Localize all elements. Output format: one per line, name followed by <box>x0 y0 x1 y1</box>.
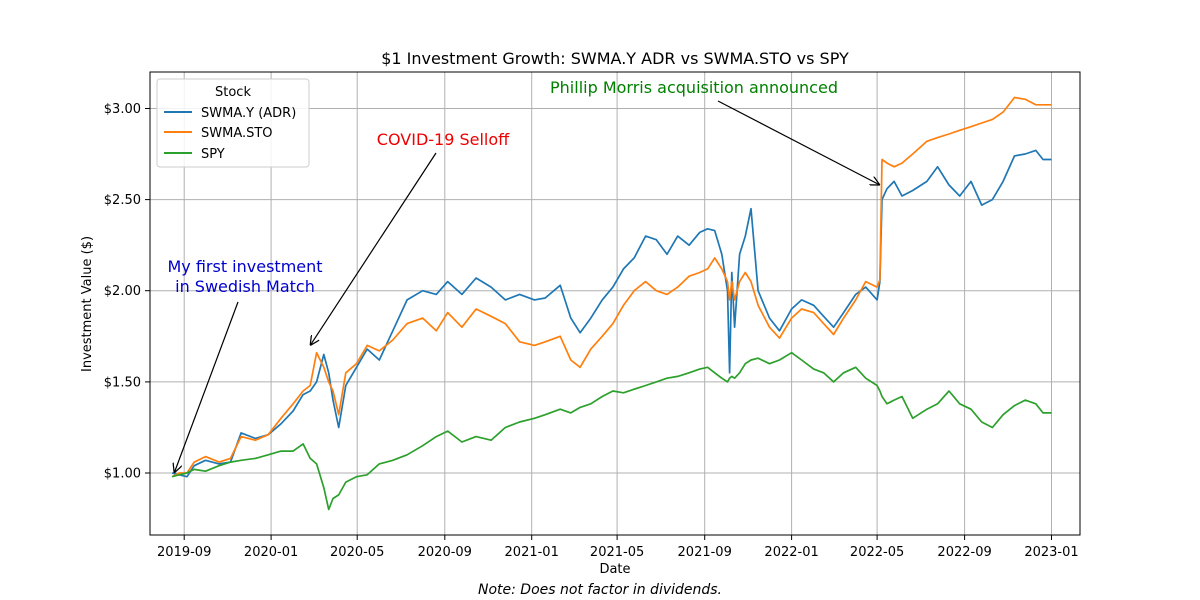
legend-title: Stock <box>215 85 251 100</box>
x-tick-label: 2021-01 <box>505 545 559 560</box>
series-line-swma-sto <box>171 96 1052 478</box>
x-tick-label: 2022-01 <box>764 545 818 560</box>
y-tick-label: $2.00 <box>104 284 141 299</box>
x-tick-label: 2022-05 <box>850 545 904 560</box>
annotation-first-investment: My first investment in Swedish Match <box>167 257 323 473</box>
x-tick-label: 2020-09 <box>418 545 472 560</box>
y-axis-label: Investment Value ($) <box>80 236 95 372</box>
footnote: Note: Does not factor in dividends. <box>478 582 722 598</box>
y-tick-label: $3.00 <box>104 102 141 117</box>
legend-label-adr: SWMA.Y (ADR) <box>201 106 296 121</box>
annotation-covid-selloff-arrow <box>310 152 437 345</box>
axis-ticks: 2019-09 2020-01 2020-05 2020-09 2021-01 2021-… <box>104 102 1079 560</box>
y-tick-label: $1.00 <box>104 467 141 482</box>
annotation-first-investment-arrow <box>174 301 239 473</box>
annotation-covid-selloff: COVID-19 Selloff <box>310 130 510 345</box>
annotation-acquisition-text: Phillip Morris acquisition announced <box>550 78 838 97</box>
x-tick-label: 2022-09 <box>937 545 991 560</box>
legend: Stock SWMA.Y (ADR) SWMA.STO SPY <box>156 78 310 168</box>
series-line-swma-y-adr <box>171 149 1052 478</box>
y-tick-label: $1.50 <box>104 375 141 390</box>
annotation-acquisition: Phillip Morris acquisition announced <box>550 78 880 185</box>
legend-label-sto: SWMA.STO <box>201 126 273 141</box>
legend-label-spy: SPY <box>201 147 225 162</box>
annotation-acquisition-arrow <box>717 100 880 185</box>
annotation-covid-selloff-text: COVID-19 Selloff <box>377 130 510 149</box>
x-tick-label: 2019-09 <box>157 545 211 560</box>
legend-box <box>156 78 310 168</box>
chart-title: $1 Investment Growth: SWMA.Y ADR vs SWMA… <box>381 49 849 68</box>
grid <box>150 72 1080 535</box>
annotation-first-investment-text: My first investment in Swedish Match <box>167 257 322 296</box>
x-tick-label: 2021-05 <box>590 545 644 560</box>
y-tick-label: $2.50 <box>104 193 141 208</box>
x-tick-label: 2020-05 <box>330 545 384 560</box>
x-tick-label: 2020-01 <box>244 545 298 560</box>
series-line-spy <box>171 351 1052 511</box>
plot-frame <box>149 71 1081 536</box>
x-axis-label: Date <box>599 562 630 577</box>
x-tick-label: 2023-01 <box>1024 545 1078 560</box>
x-tick-label: 2021-09 <box>678 545 732 560</box>
series-lines <box>171 96 1052 511</box>
